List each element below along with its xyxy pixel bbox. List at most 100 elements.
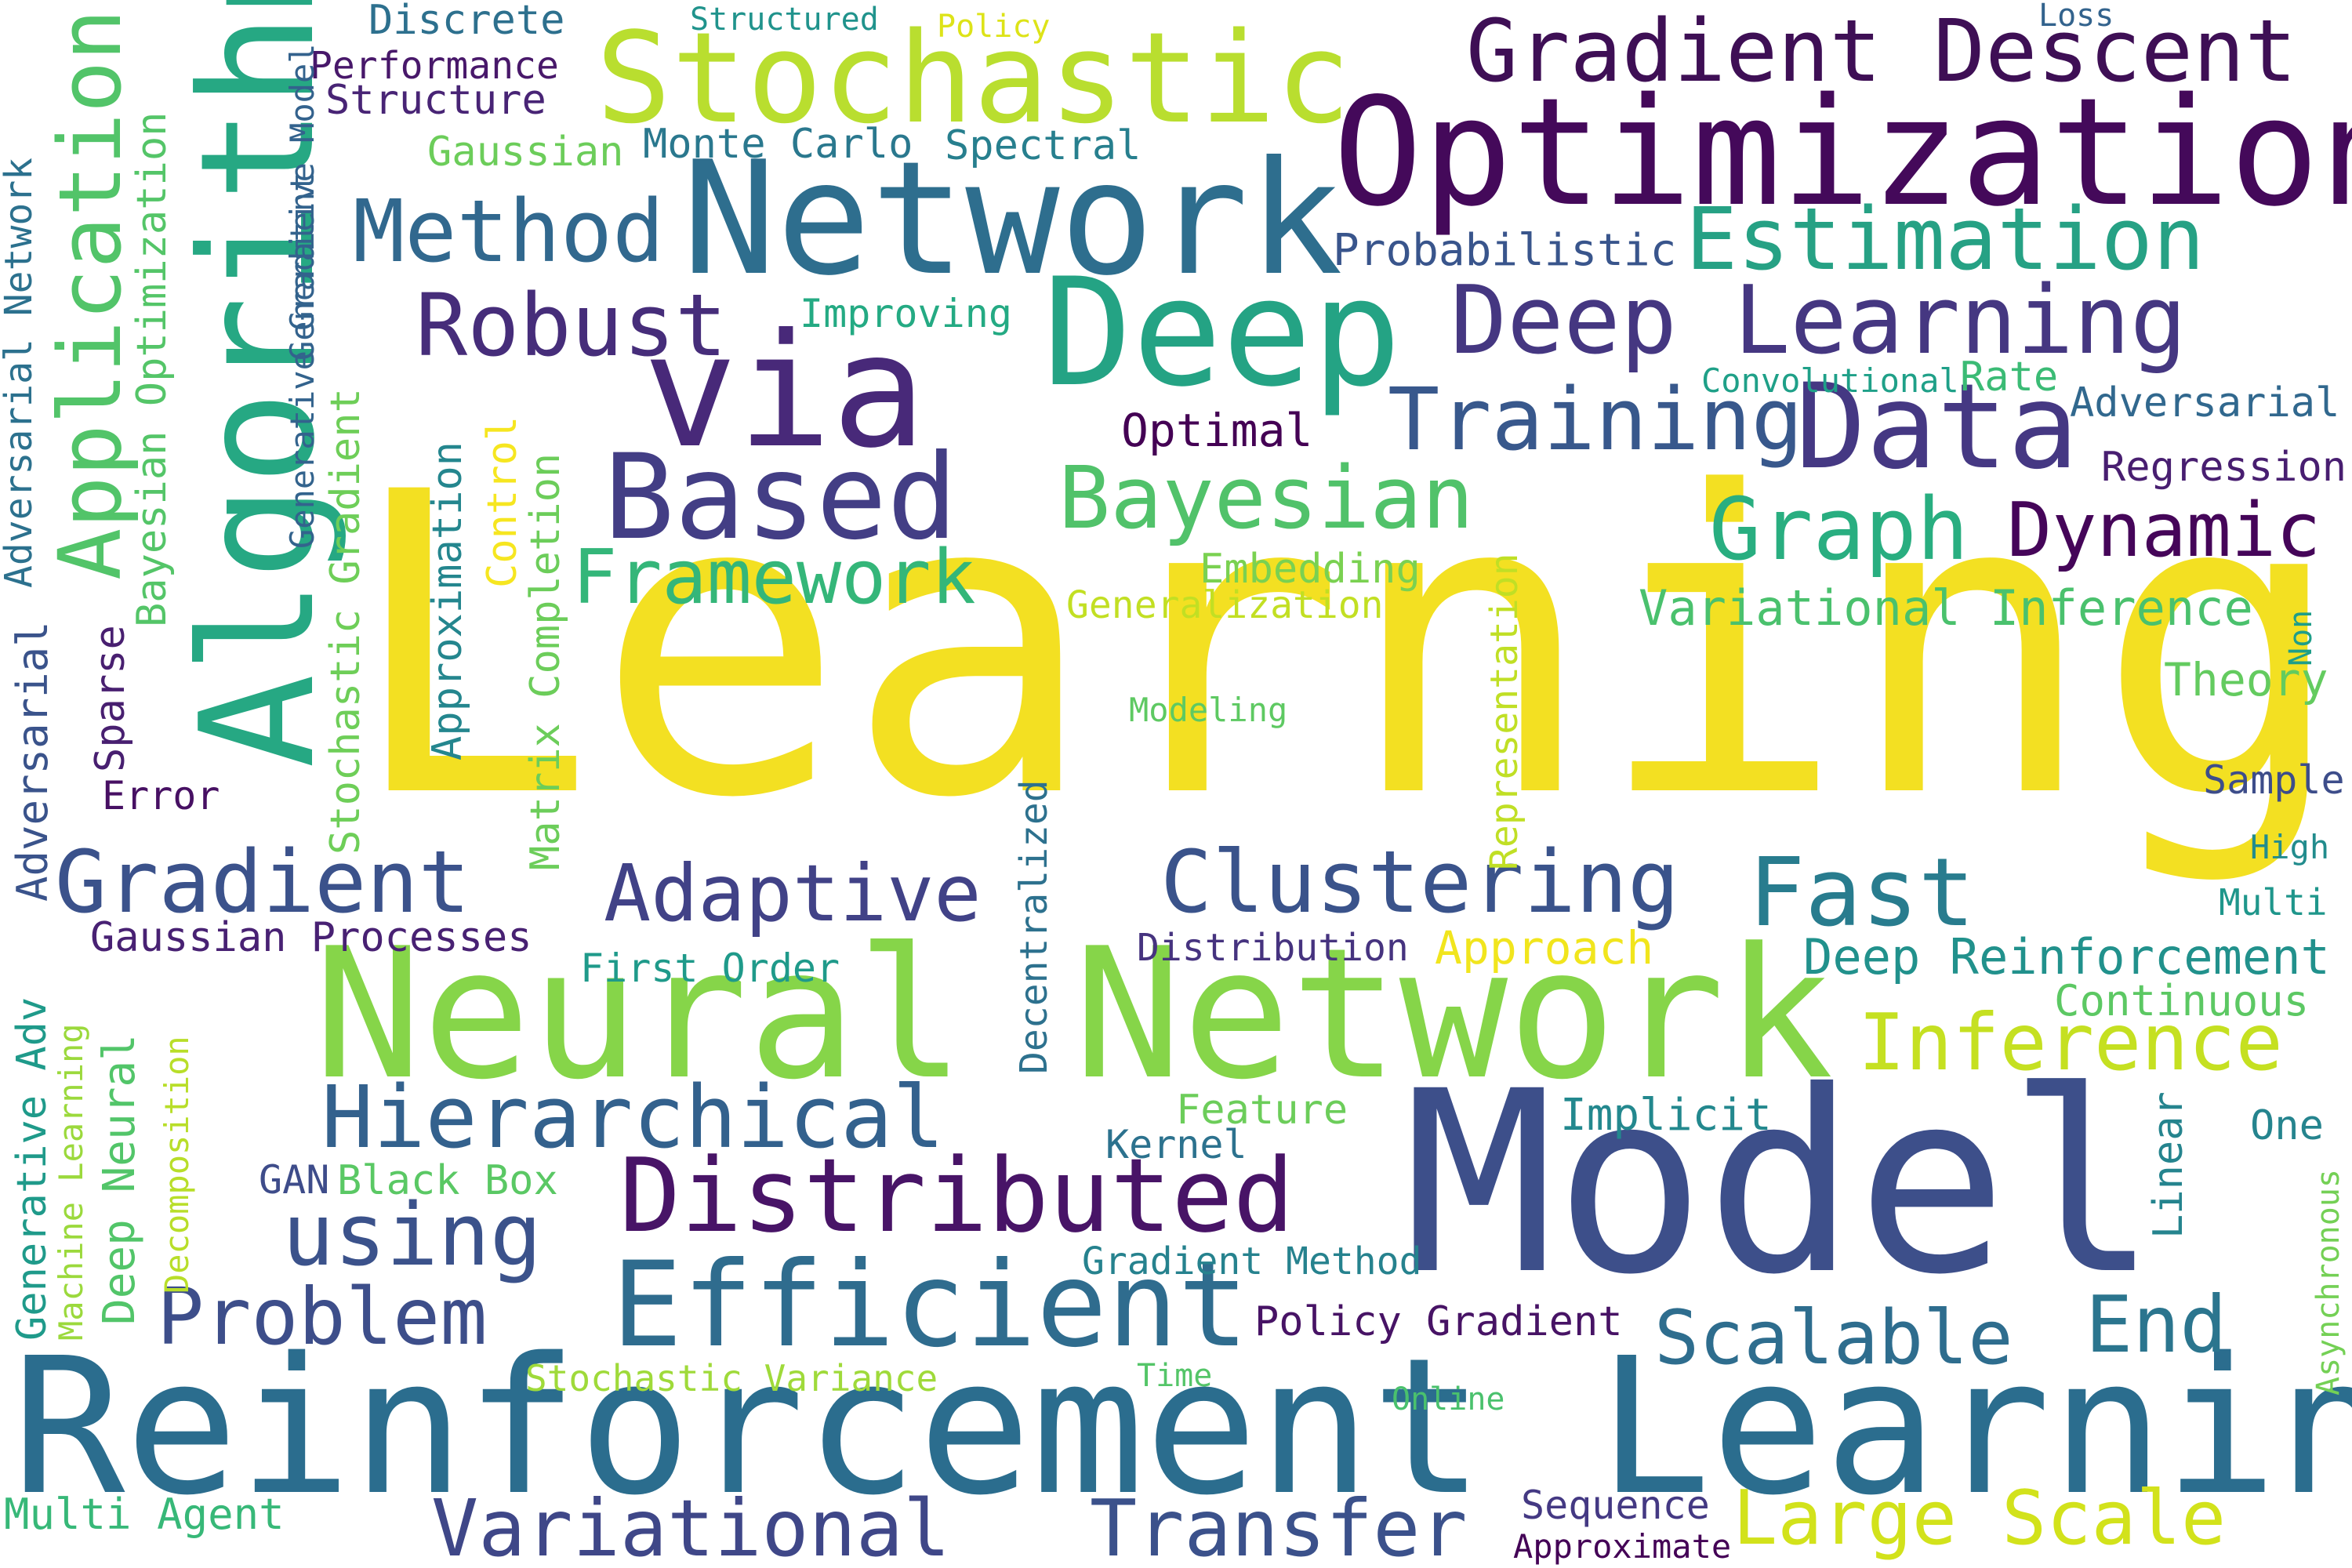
word-feature: Feature bbox=[1176, 1087, 1348, 1134]
word-gan: GAN bbox=[259, 1157, 330, 1203]
word-kernel: Kernel bbox=[1105, 1122, 1247, 1167]
word-learning: Learning bbox=[345, 405, 2347, 888]
word-sequence: Sequence bbox=[1521, 1483, 1710, 1528]
word-distribution: Distribution bbox=[1137, 926, 1409, 970]
word-regression: Regression bbox=[2101, 444, 2347, 491]
word-sample: Sample bbox=[2203, 757, 2345, 803]
word-structured: Structured bbox=[690, 2, 879, 38]
word-improving: Improving bbox=[800, 291, 1012, 336]
word-training: Training bbox=[1388, 369, 1803, 470]
word-time: Time bbox=[1137, 1358, 1213, 1394]
word-stochastic-gradient: Stochastic Gradient bbox=[322, 388, 369, 855]
word-gaussian: Gaussian bbox=[427, 129, 624, 176]
word-adversarial-left: Adversarial bbox=[8, 621, 57, 902]
word-method: Method bbox=[353, 181, 665, 281]
word-online: Online bbox=[1392, 1381, 1505, 1417]
word-data: Data bbox=[1795, 359, 2079, 495]
word-variational-inference: Variational Inference bbox=[1639, 579, 2253, 637]
word-approximate: Approximate bbox=[1513, 1527, 1732, 1566]
word-optimal: Optimal bbox=[1121, 404, 1313, 457]
word-gradient: Gradient bbox=[55, 832, 470, 932]
word-distributed: Distributed bbox=[619, 1136, 1294, 1255]
word-gaussian-processes: Gaussian Processes bbox=[90, 914, 532, 961]
word-gradient-method: Gradient Method bbox=[1082, 1240, 1422, 1283]
word-black-box: Black Box bbox=[337, 1157, 558, 1204]
word-framework: Framework bbox=[572, 535, 976, 621]
word-matrix-completion: Matrix Completion bbox=[522, 452, 569, 870]
word-first-order: First Order bbox=[580, 946, 840, 991]
word-end: End bbox=[2085, 1279, 2227, 1370]
word-neural-network: Neural Network bbox=[314, 910, 1834, 1120]
word-estimation: Estimation bbox=[1686, 189, 2205, 289]
word-stochastic-variance: Stochastic Variance bbox=[525, 1357, 938, 1399]
word-modeling: Modeling bbox=[1129, 691, 1288, 729]
word-fast: Fast bbox=[1748, 839, 1975, 948]
word-representation: Representation bbox=[1483, 553, 1526, 870]
word-loss: Loss bbox=[2038, 0, 2114, 34]
word-control: Control bbox=[479, 416, 526, 588]
word-convolutional: Convolutional bbox=[1701, 361, 1959, 400]
word-approach: Approach bbox=[1435, 921, 1654, 975]
word-stochastic: Stochastic bbox=[596, 5, 1352, 151]
word-structure: Structure bbox=[325, 77, 546, 124]
word-adversarial-right: Adversarial bbox=[2070, 379, 2340, 426]
word-robust: Robust bbox=[416, 275, 728, 376]
word-network: Network bbox=[682, 128, 1343, 310]
word-policy: Policy bbox=[937, 9, 1051, 45]
word-hierarchical: Hierarchical bbox=[321, 1067, 945, 1167]
word-decomposition: Decomposition bbox=[158, 1036, 196, 1294]
word-multi: Multi bbox=[2219, 881, 2328, 924]
word-machine-learning: Machine Learning bbox=[52, 1023, 90, 1341]
word-large-scale: Large Scale bbox=[1733, 1475, 2227, 1562]
word-problem: Problem bbox=[157, 1271, 488, 1363]
word-embedding: Embedding bbox=[1200, 546, 1421, 593]
word-transfer: Transfer bbox=[1090, 1483, 1468, 1568]
word-application: Application bbox=[40, 9, 140, 580]
word-multi-agent: Multi Agent bbox=[4, 1490, 285, 1539]
word-one: One bbox=[2250, 1102, 2324, 1149]
word-model: Model bbox=[1403, 1038, 2159, 1330]
word-high: High bbox=[2250, 828, 2330, 866]
word-generative-gradient: Generative Gradient bbox=[283, 172, 321, 549]
word-implicit: Implicit bbox=[1560, 1090, 1772, 1141]
word-graph: Graph bbox=[1709, 479, 1969, 579]
word-bayesian-optimization: Bayesian Optimization bbox=[129, 111, 176, 627]
word-generative-adv: Generative Adv bbox=[9, 996, 56, 1341]
word-linear: Linear bbox=[2145, 1091, 2192, 1239]
word-scalable: Scalable bbox=[1654, 1295, 2013, 1381]
word-probabilistic: Probabilistic bbox=[1333, 225, 1677, 276]
word-variational: Variational bbox=[431, 1483, 951, 1568]
word-optimization: Optimization bbox=[1333, 66, 2352, 239]
word-spectral: Spectral bbox=[945, 122, 1142, 169]
word-error: Error bbox=[102, 773, 220, 818]
word-deep-learning: Deep Learning bbox=[1450, 267, 2187, 376]
word-efficient: Efficient bbox=[612, 1237, 1249, 1374]
word-adaptive: Adaptive bbox=[604, 848, 982, 939]
word-using: using bbox=[282, 1185, 543, 1285]
word-monte-carlo: Monte Carlo bbox=[643, 121, 913, 168]
word-continuous: Continuous bbox=[2054, 976, 2310, 1025]
word-non: Non bbox=[2283, 609, 2319, 666]
word-discrete: Discrete bbox=[368, 0, 565, 44]
word-inference: Inference bbox=[1858, 996, 2283, 1088]
word-gradient-descent: Gradient Descent bbox=[1466, 1, 2297, 101]
word-policy-gradient: Policy Gradient bbox=[1254, 1298, 1623, 1345]
word-generalization: Generalization bbox=[1066, 583, 1384, 627]
word-bayesian: Bayesian bbox=[1058, 448, 1474, 548]
word-sparse: Sparse bbox=[87, 625, 134, 772]
word-decentralized: Decentralized bbox=[1012, 779, 1056, 1074]
word-approximation: Approximation bbox=[424, 441, 471, 760]
word-deep-neural: Deep Neural bbox=[94, 1034, 145, 1325]
word-reinforcement-learning: Reinforcement Learning bbox=[12, 1317, 2352, 1537]
word-adversarial-network: Adversarial Network bbox=[0, 157, 41, 588]
word-based: Based bbox=[604, 430, 958, 566]
word-dynamic: Dynamic bbox=[2007, 488, 2321, 574]
word-deep-reinforcement: Deep Reinforcement bbox=[1803, 928, 2330, 985]
word-performance: Performance bbox=[310, 44, 559, 88]
word-clustering: Clustering bbox=[1160, 832, 1680, 932]
word-deep: Deep bbox=[1043, 246, 1402, 419]
word-rate: Rate bbox=[1960, 354, 2059, 401]
word-theory: Theory bbox=[2164, 653, 2328, 706]
word-asynchronous: Asynchronous bbox=[2310, 1169, 2347, 1396]
